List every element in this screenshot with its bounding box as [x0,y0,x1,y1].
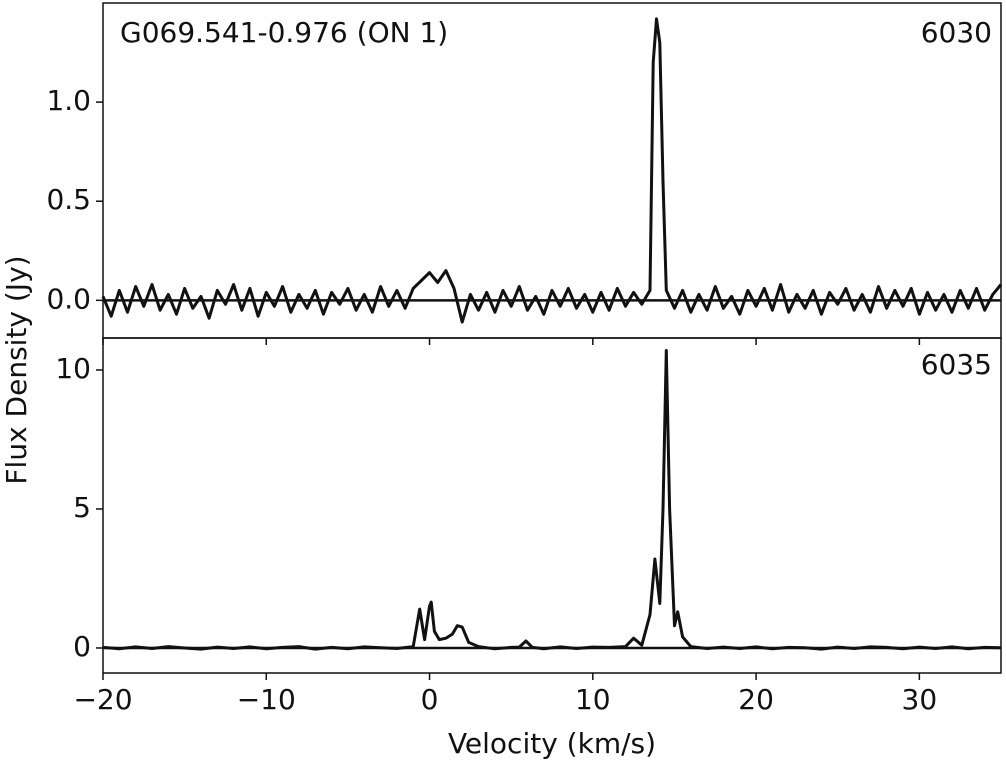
x-tick-label: −10 [237,683,296,716]
y-tick-label: 10 [55,352,91,385]
spectrum-line [102,349,1002,651]
y-tick-label: 0 [73,630,91,663]
chart-title: G069.541-0.976 (ON 1) [120,16,448,49]
x-tick-label: 0 [421,683,439,716]
x-tick-label: 30 [902,683,938,716]
x-tick-label: 20 [738,683,774,716]
panel-frame [102,337,1002,674]
panel-label: 6030 [921,16,992,49]
y-axis-label: Flux Density (Jy) [0,255,33,484]
spectrum-line [101,17,1003,324]
x-tick-label: −20 [73,683,132,716]
x-axis-label: Velocity (km/s) [448,727,656,760]
panel-frame [102,2,1002,339]
panel-label: 6035 [921,348,992,381]
y-tick-label: 0.0 [46,282,91,315]
y-tick-label: 1.0 [46,84,91,117]
y-tick-label: 5 [73,491,91,524]
y-tick-label: 0.5 [46,183,91,216]
x-tick-label: 10 [575,683,611,716]
